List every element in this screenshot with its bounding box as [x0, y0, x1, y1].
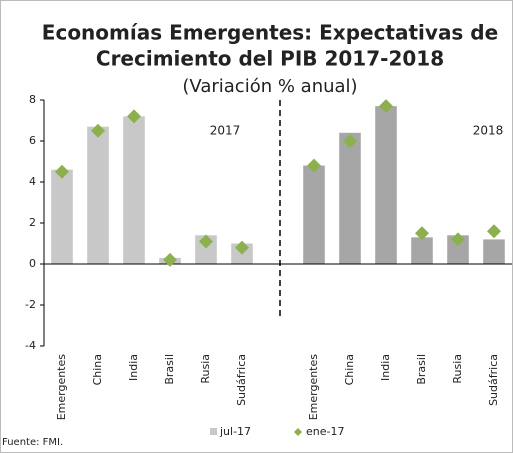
x-tick-label: Sudáfrica [235, 354, 248, 406]
legend-swatch [210, 428, 217, 435]
y-tick-label: -2 [25, 298, 36, 311]
bar [51, 169, 73, 264]
chart-title: Crecimiento del PIB 2017-2018 [96, 47, 444, 71]
source: Fuente: FMI. [2, 437, 63, 448]
y-tick-label: -4 [25, 339, 36, 352]
bar [483, 239, 505, 264]
x-tick-label: India [127, 354, 140, 381]
y-tick-label: 4 [29, 175, 36, 188]
bar [375, 106, 397, 265]
bar [303, 165, 325, 264]
x-tick-label: Sudáfrica [487, 354, 500, 406]
x-tick-label: India [379, 354, 392, 381]
x-tick-label: Emergentes [307, 354, 320, 421]
marker [415, 226, 429, 241]
bar [411, 237, 433, 264]
marker [451, 232, 465, 247]
marker [91, 123, 105, 138]
bar [123, 116, 145, 265]
marker [343, 134, 357, 148]
x-tick-label: Emergentes [55, 354, 68, 421]
marker [235, 240, 249, 255]
marker [199, 234, 213, 249]
chart-subtitle: (Variación % anual) [182, 76, 357, 97]
y-tick-label: 0 [29, 257, 36, 270]
x-tick-label: Brasil [163, 354, 176, 385]
annotation: 2018 [473, 124, 504, 138]
x-tick-label: Brasil [415, 354, 428, 385]
marker [163, 252, 177, 267]
x-tick-label: Rusia [199, 354, 212, 384]
bar [339, 132, 361, 264]
bar [447, 235, 469, 264]
x-tick-label: China [91, 354, 104, 385]
marker [487, 224, 501, 239]
chart-title: Economías Emergentes: Expectativas de [42, 21, 498, 45]
marker [379, 99, 393, 114]
marker [307, 158, 321, 173]
marker [55, 164, 69, 179]
legend-label: jul-17 [219, 425, 251, 438]
legend-swatch [294, 428, 302, 436]
annotation: 2017 [210, 124, 241, 138]
x-tick-label: Rusia [451, 354, 464, 384]
y-tick-label: 6 [29, 134, 36, 147]
marker [127, 109, 141, 124]
y-tick-label: 8 [29, 93, 36, 106]
bar [87, 126, 109, 265]
x-tick-label: China [343, 354, 356, 385]
legend-label: ene-17 [306, 425, 344, 438]
y-tick-label: 2 [29, 216, 36, 229]
